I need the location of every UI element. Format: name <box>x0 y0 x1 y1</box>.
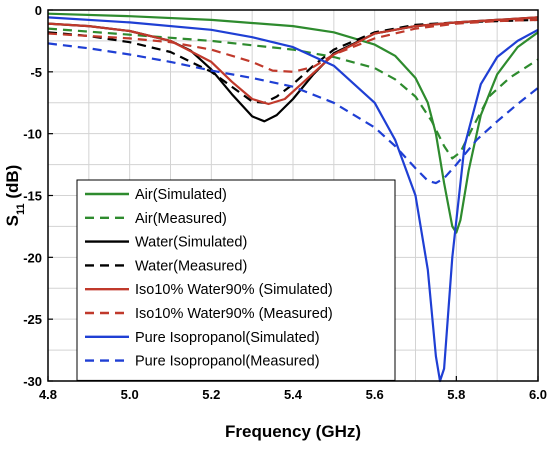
legend: Air(Simulated) Air(Measured) Water(Simulat… <box>76 179 396 381</box>
series-line-1 <box>47 12 539 234</box>
series-line-2 <box>47 27 539 160</box>
y-axis-title-sub: 11 <box>15 203 27 215</box>
legend-label: Pure Isopropanol(Measured) <box>135 354 320 370</box>
series-line-4 <box>47 18 539 104</box>
x-tick-label: 5.4 <box>284 387 303 402</box>
y-tick-label: 0 <box>35 3 42 18</box>
y-tick-label: -25 <box>23 312 42 327</box>
x-tick-label: 6.0 <box>529 387 547 402</box>
legend-label: Pure Isopropanol(Simulated) <box>135 330 320 346</box>
y-axis-title-unit: (dB) <box>3 165 22 204</box>
x-tick-label: 5.6 <box>366 387 384 402</box>
legend-label: Iso10% Water90% (Measured) <box>135 306 333 322</box>
series-line-7 <box>47 16 539 383</box>
legend-label: Water(Simulated) <box>135 235 247 251</box>
x-tick-label: 5.0 <box>121 387 139 402</box>
y-axis-title-main: S <box>3 215 22 226</box>
y-tick-label: -10 <box>23 127 42 142</box>
y-axis-title: S11 (dB) <box>3 165 27 227</box>
x-tick-label: 5.2 <box>202 387 220 402</box>
x-axis-title: Frequency (GHz) <box>225 422 361 441</box>
series-line-5 <box>47 16 539 106</box>
x-tick-label: 4.8 <box>39 387 57 402</box>
x-tick-label: 5.8 <box>447 387 465 402</box>
legend-label: Water(Measured) <box>135 258 247 274</box>
series-line-8 <box>47 42 539 185</box>
series-lines <box>47 12 539 383</box>
axis-ticks: 4.8 5.0 5.2 5.4 5.6 5.8 6.0 0 -5 -10 -15 -20 -25 -30 <box>23 3 547 402</box>
y-tick-label: -30 <box>23 374 42 389</box>
legend-label: Air(Simulated) <box>135 187 227 203</box>
y-tick-label: -20 <box>23 250 42 265</box>
y-tick-label: -15 <box>23 189 42 204</box>
series-line-6 <box>47 18 539 73</box>
legend-box <box>76 179 396 381</box>
legend-label: Iso10% Water90% (Simulated) <box>135 282 333 298</box>
legend-label: Air(Measured) <box>135 211 227 227</box>
y-tick-label: -5 <box>30 65 42 80</box>
legend-items: Air(Simulated) Air(Measured) Water(Simulat… <box>85 187 333 370</box>
